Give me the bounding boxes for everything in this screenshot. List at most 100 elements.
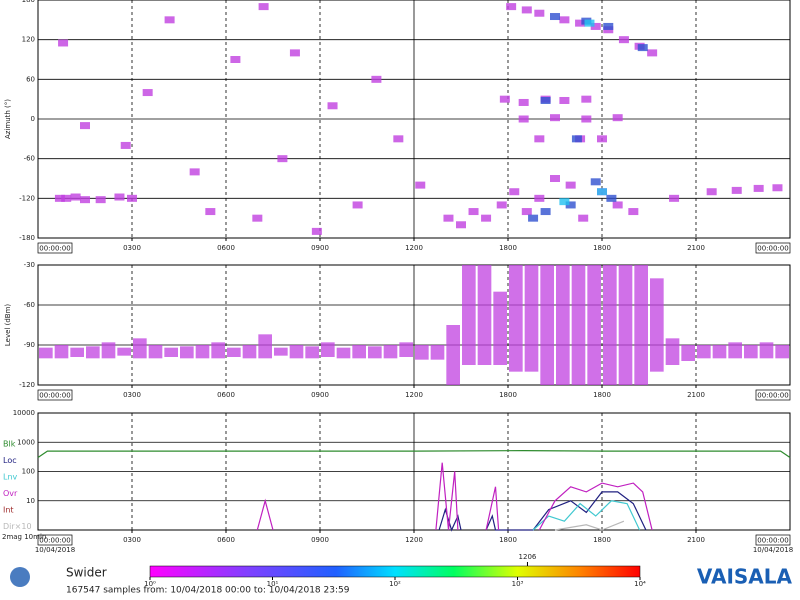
x-tick-label: 2100 [687, 244, 705, 252]
detection [612, 201, 623, 209]
detection [612, 114, 623, 122]
series-line [37, 449, 791, 458]
detection [590, 178, 601, 186]
level-range [399, 342, 413, 357]
level-range [540, 265, 554, 385]
detection [528, 214, 539, 222]
time-box [37, 534, 73, 546]
x-tick-label: 00:00:00 [39, 537, 70, 545]
detection [443, 214, 454, 222]
detection [550, 175, 560, 182]
level-range [524, 265, 539, 372]
detection [80, 196, 90, 204]
level-range [775, 345, 789, 359]
detection [58, 39, 69, 47]
detection [468, 208, 479, 216]
detection [205, 208, 216, 216]
legend-label: Lnv [3, 473, 18, 482]
colorbar-marker-label: 1206 [519, 553, 537, 561]
level-range [650, 278, 664, 372]
detection [628, 208, 639, 216]
x-tick-label: 0300 [123, 244, 141, 252]
y-tick-label: 100 [22, 468, 35, 476]
y-tick-label: 1000 [17, 438, 35, 446]
x-tick-label: 0600 [217, 244, 235, 252]
series-line [256, 462, 653, 531]
detection [571, 135, 582, 143]
y-axis-label: Azimuth (°) [4, 99, 12, 139]
detection [518, 115, 529, 123]
level-range [101, 342, 116, 359]
series-line [532, 500, 641, 531]
detection [327, 102, 338, 110]
level-range [180, 346, 194, 359]
detection [142, 89, 153, 97]
detection [559, 198, 570, 206]
level-range [336, 347, 351, 359]
level-range [227, 347, 241, 357]
detection [590, 22, 601, 30]
level-range [352, 345, 366, 359]
time-box [37, 242, 73, 254]
x-tick-label: 0300 [123, 536, 141, 544]
y-tick-label: 180 [22, 0, 35, 4]
detection [534, 135, 545, 143]
detection [603, 22, 614, 30]
level-range [744, 345, 758, 359]
level-range [383, 345, 398, 359]
logo [10, 567, 30, 587]
colorbar-label: 10⁴ [634, 580, 646, 588]
detection [456, 221, 466, 229]
detection [258, 3, 269, 11]
detection [575, 19, 586, 27]
detection [114, 193, 125, 201]
detection [415, 181, 426, 189]
time-box [755, 242, 791, 254]
y-tick-label: -30 [24, 261, 35, 269]
x-tick-label: 0900 [311, 391, 329, 399]
detection [521, 6, 532, 14]
level-range [665, 338, 680, 365]
x-tick-label: 00:00:00 [757, 245, 788, 253]
level-range [39, 347, 53, 359]
detection [230, 56, 241, 63]
detection [80, 122, 90, 130]
y-tick-label: 10 [26, 497, 35, 505]
date-label: 10/04/2018 [753, 546, 793, 554]
y-tick-label: 60 [26, 75, 35, 83]
detection [352, 201, 363, 209]
y-tick-label: -60 [24, 301, 35, 309]
detection [371, 75, 382, 83]
legend-label: Ovr [3, 489, 18, 498]
y-tick-label: -180 [19, 234, 35, 242]
level-range [509, 265, 523, 372]
detection [534, 194, 545, 202]
detection [565, 181, 576, 189]
x-tick-label: 0600 [217, 536, 235, 544]
detection [597, 188, 607, 196]
level-range [321, 342, 335, 357]
detection [669, 194, 680, 202]
level-range [603, 265, 617, 385]
detection [499, 95, 510, 103]
x-tick-label: 1800 [499, 536, 517, 544]
detection [506, 3, 517, 11]
level-range [681, 345, 695, 361]
detection [393, 135, 404, 143]
x-tick-label: 2100 [687, 391, 705, 399]
x-tick-label: 1800 [593, 391, 611, 399]
level-range [430, 345, 445, 360]
level-range [86, 346, 100, 359]
x-tick-label: 1200 [405, 391, 423, 399]
detection [540, 208, 551, 216]
detection [597, 135, 607, 143]
level-range [133, 338, 147, 359]
y-axis-label: Level (dBm) [4, 304, 12, 346]
detection [647, 49, 658, 57]
level-range [728, 342, 742, 359]
level-range [258, 334, 272, 359]
time-box [37, 389, 73, 401]
x-tick-label: 1800 [593, 536, 611, 544]
detection [706, 188, 717, 196]
detection [61, 194, 72, 202]
